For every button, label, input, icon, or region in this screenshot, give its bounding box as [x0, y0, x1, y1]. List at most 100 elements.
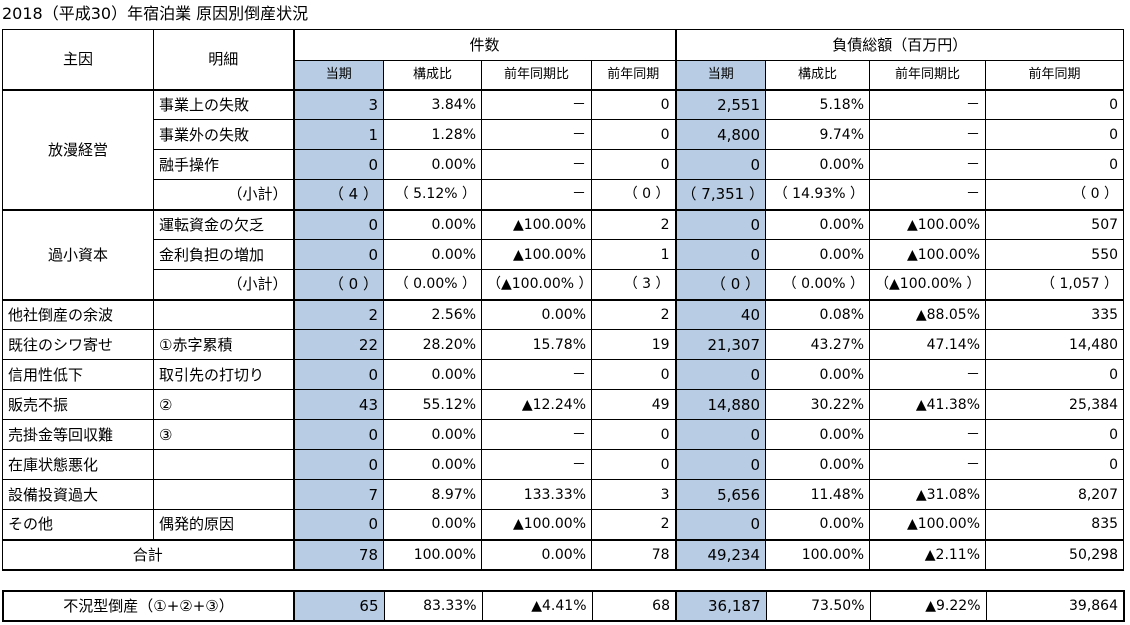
- count-prev-cell: 0: [590, 88, 677, 120]
- table-row: その他 偶発的原因 0 0.00% ▲100.00% 2 0 0.00% ▲100.00% 835: [2, 509, 1125, 540]
- debt-yoy-cell: ▲100.00%: [869, 509, 987, 540]
- count-yoy-cell: ▲100.00%: [481, 239, 592, 270]
- debt-current-cell: 49,234: [674, 538, 767, 571]
- debt-prev-cell: （ 1,057 ）: [985, 269, 1125, 300]
- debt-current-cell: 0: [674, 208, 767, 240]
- debt-current-cell: 0: [674, 359, 767, 390]
- count-prev-cell: 0: [590, 359, 677, 390]
- debt-yoy-cell: －: [869, 149, 987, 180]
- header-detail: 明細: [153, 29, 294, 90]
- recession-count-prev: 68: [591, 590, 677, 622]
- count-ratio-cell: 3.84%: [383, 88, 482, 120]
- debt-yoy-cell: ▲88.05%: [869, 298, 987, 330]
- count-prev-cell: 78: [590, 538, 677, 571]
- bankruptcy-cause-table: 主因 明細 件数 負債総額（百万円） 当期 構成比 前年同期比 前年同期 当期 …: [2, 29, 1125, 571]
- debt-ratio-cell: 30.22%: [765, 389, 871, 420]
- count-prev-cell: 0: [590, 119, 677, 150]
- count-current-cell: （ 4 ）: [292, 179, 384, 210]
- debt-prev-cell: 550: [985, 239, 1125, 270]
- main-cause-cell: 売掛金等回収難: [2, 419, 154, 450]
- detail-cell: 融手操作: [153, 149, 294, 180]
- table-row: 売掛金等回収難 ③ 0 0.00% － 0 0 0.00% － 0: [2, 419, 1125, 450]
- detail-cell: ②: [153, 389, 294, 420]
- debt-current-cell: 2,551: [674, 88, 767, 120]
- count-ratio-cell: 0.00%: [383, 239, 482, 270]
- detail-cell: ③: [153, 419, 294, 450]
- subtotal-label: （小計）: [153, 269, 294, 300]
- header-sub-ratio-debt: 構成比: [765, 59, 871, 90]
- debt-prev-cell: （ 0 ）: [985, 179, 1125, 210]
- count-prev-cell: 3: [590, 479, 677, 510]
- count-prev-cell: （ 0 ）: [590, 179, 677, 210]
- count-yoy-cell: －: [481, 149, 592, 180]
- debt-prev-cell: 0: [985, 359, 1125, 390]
- detail-cell: 金利負担の増加: [153, 239, 294, 270]
- debt-ratio-cell: 0.00%: [765, 509, 871, 540]
- count-ratio-cell: 0.00%: [383, 149, 482, 180]
- count-yoy-cell: －: [481, 419, 592, 450]
- recession-debt-ratio: 73.50%: [765, 590, 871, 622]
- header-sub-current-debt: 当期: [674, 59, 767, 90]
- debt-current-cell: 21,307: [674, 329, 767, 360]
- count-prev-cell: （ 3 ）: [590, 269, 677, 300]
- debt-ratio-cell: （ 0.00% ）: [765, 269, 871, 300]
- debt-yoy-cell: （▲100.00% ）: [869, 269, 987, 300]
- recession-bankruptcy-table: 不況型倒産（①+②+③） 65 83.33% ▲4.41% 68 36,187 …: [2, 590, 1125, 622]
- recession-row: 不況型倒産（①+②+③） 65 83.33% ▲4.41% 68 36,187 …: [2, 590, 1125, 622]
- debt-yoy-cell: －: [869, 419, 987, 450]
- count-current-cell: 0: [292, 149, 384, 180]
- total-row: 合計 78 100.00% 0.00% 78 49,234 100.00% ▲2.11% 50,…: [2, 538, 1125, 571]
- detail-cell: 取引先の打切り: [153, 359, 294, 390]
- table-row: 販売不振 ② 43 55.12% ▲12.24% 49 14,880 30.22% ▲41.38…: [2, 389, 1125, 420]
- page-title: 2018（平成30）年宿泊業 原因別倒産状況: [2, 4, 309, 23]
- debt-ratio-cell: 5.18%: [765, 88, 871, 120]
- count-prev-cell: 2: [590, 208, 677, 240]
- table-row: 融手操作 0 0.00% － 0 0 0.00% － 0: [3, 149, 1125, 180]
- count-yoy-cell: 0.00%: [481, 298, 592, 330]
- detail-cell: ①赤字累積: [153, 329, 294, 360]
- total-label: 合計: [2, 538, 294, 571]
- debt-yoy-cell: ▲2.11%: [869, 538, 987, 571]
- main-cause-cell: 設備投資過大: [2, 479, 154, 510]
- count-current-cell: 0: [292, 359, 384, 390]
- debt-current-cell: 0: [674, 449, 767, 480]
- count-yoy-cell: 133.33%: [481, 479, 592, 510]
- header-sub-ratio-count: 構成比: [383, 59, 482, 90]
- detail-cell: 偶発的原因: [153, 509, 294, 540]
- header-sub-prev-count: 前年同期: [590, 59, 677, 90]
- debt-ratio-cell: （ 14.93% ）: [765, 179, 871, 210]
- debt-prev-cell: 25,384: [985, 389, 1125, 420]
- recession-label: 不況型倒産（①+②+③）: [2, 590, 295, 622]
- header-sub-prev-debt: 前年同期: [985, 59, 1125, 90]
- count-ratio-cell: 0.00%: [383, 359, 482, 390]
- count-yoy-cell: －: [481, 449, 592, 480]
- count-current-cell: 0: [292, 239, 384, 270]
- debt-yoy-cell: －: [869, 179, 987, 210]
- count-current-cell: 0: [292, 509, 384, 540]
- debt-yoy-cell: 47.14%: [869, 329, 987, 360]
- recession-count-yoy: ▲4.41%: [481, 590, 593, 622]
- table-row: 他社倒産の余波 2 2.56% 0.00% 2 40 0.08% ▲88.05% 335: [2, 298, 1125, 330]
- count-ratio-cell: 0.00%: [383, 208, 482, 240]
- count-yoy-cell: －: [481, 119, 592, 150]
- count-current-cell: 43: [292, 389, 384, 420]
- detail-cell: 事業上の失敗: [153, 88, 294, 120]
- detail-cell: [153, 298, 294, 330]
- recession-count-ratio: 83.33%: [383, 590, 483, 622]
- debt-prev-cell: 835: [985, 509, 1125, 540]
- header-debt-group: 負債総額（百万円）: [674, 29, 1125, 61]
- debt-ratio-cell: 9.74%: [765, 119, 871, 150]
- main-cause-cell: 他社倒産の余波: [2, 298, 154, 330]
- count-ratio-cell: 55.12%: [383, 389, 482, 420]
- main-cause-cell: 信用性低下: [2, 359, 154, 390]
- main-cause-cell: 放漫経営: [2, 88, 154, 210]
- table-row: 過小資本 運転資金の欠乏 0 0.00% ▲100.00% 2 0 0.00% ▲100.00%…: [2, 208, 1125, 300]
- count-prev-cell: 0: [590, 149, 677, 180]
- debt-ratio-cell: 0.00%: [765, 208, 871, 240]
- main-cause-cell: 既往のシワ寄せ: [2, 329, 154, 360]
- count-ratio-cell: 1.28%: [383, 119, 482, 150]
- count-ratio-cell: 100.00%: [383, 538, 482, 571]
- count-current-cell: 7: [292, 479, 384, 510]
- debt-current-cell: 0: [674, 419, 767, 450]
- table-row: 既往のシワ寄せ ①赤字累積 22 28.20% 15.78% 19 21,307 43.27%…: [2, 329, 1125, 360]
